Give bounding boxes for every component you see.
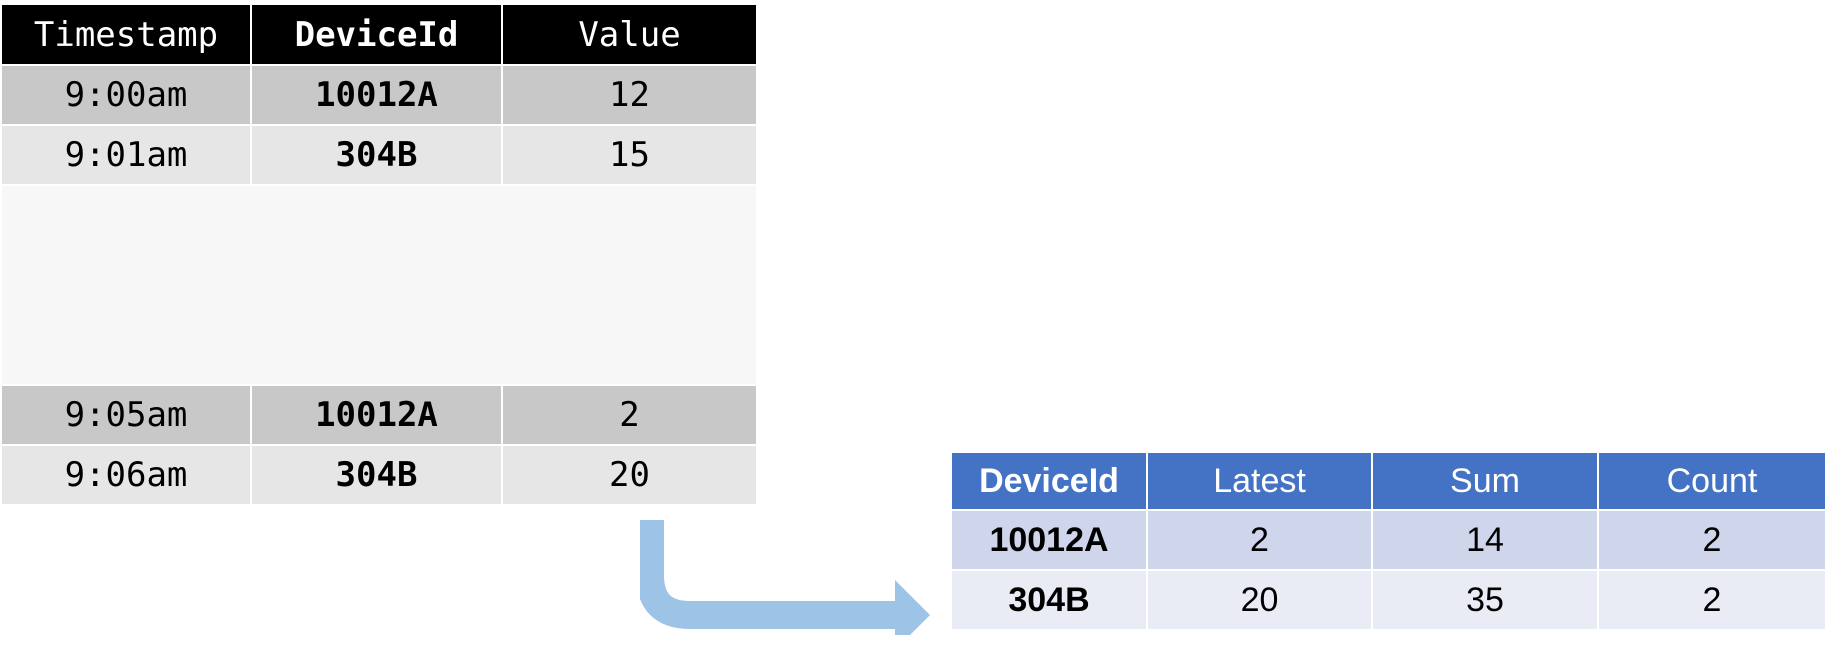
sum-cell: 35 bbox=[1373, 571, 1599, 631]
table-row: 10012A 2 14 2 bbox=[952, 511, 1825, 571]
gap-cell bbox=[2, 186, 756, 386]
deviceid-cell: 10012A bbox=[952, 511, 1148, 571]
table-row: 304B 20 35 2 bbox=[952, 571, 1825, 631]
header-deviceid: DeviceId bbox=[252, 5, 503, 66]
table-row: 9:06am 304B 20 bbox=[2, 446, 756, 506]
deviceid-cell: 10012A bbox=[252, 386, 503, 446]
latest-cell: 2 bbox=[1148, 511, 1373, 571]
flow-arrow-icon bbox=[640, 520, 930, 635]
header-value: Value bbox=[503, 5, 756, 66]
timestamp-cell: 9:05am bbox=[2, 386, 252, 446]
timestamp-cell: 9:06am bbox=[2, 446, 252, 506]
latest-cell: 20 bbox=[1148, 571, 1373, 631]
result-table: DeviceId Latest Sum Count 10012A 2 14 2 … bbox=[952, 453, 1825, 631]
table-row: 9:00am 10012A 12 bbox=[2, 66, 756, 126]
deviceid-cell: 304B bbox=[952, 571, 1148, 631]
header-latest: Latest bbox=[1148, 453, 1373, 511]
elided-rows-gap bbox=[2, 186, 756, 386]
value-cell: 2 bbox=[503, 386, 756, 446]
value-cell: 12 bbox=[503, 66, 756, 126]
value-cell: 15 bbox=[503, 126, 756, 186]
timestamp-cell: 9:01am bbox=[2, 126, 252, 186]
header-deviceid: DeviceId bbox=[952, 453, 1148, 511]
source-header-row: Timestamp DeviceId Value bbox=[2, 5, 756, 66]
header-count: Count bbox=[1599, 453, 1825, 511]
sum-cell: 14 bbox=[1373, 511, 1599, 571]
source-table: Timestamp DeviceId Value 9:00am 10012A 1… bbox=[2, 5, 756, 506]
table-row: 9:05am 10012A 2 bbox=[2, 386, 756, 446]
timestamp-cell: 9:00am bbox=[2, 66, 252, 126]
value-cell: 20 bbox=[503, 446, 756, 506]
deviceid-cell: 304B bbox=[252, 126, 503, 186]
count-cell: 2 bbox=[1599, 571, 1825, 631]
header-timestamp: Timestamp bbox=[2, 5, 252, 66]
deviceid-cell: 10012A bbox=[252, 66, 503, 126]
header-sum: Sum bbox=[1373, 453, 1599, 511]
count-cell: 2 bbox=[1599, 511, 1825, 571]
deviceid-cell: 304B bbox=[252, 446, 503, 506]
result-header-row: DeviceId Latest Sum Count bbox=[952, 453, 1825, 511]
table-row: 9:01am 304B 15 bbox=[2, 126, 756, 186]
